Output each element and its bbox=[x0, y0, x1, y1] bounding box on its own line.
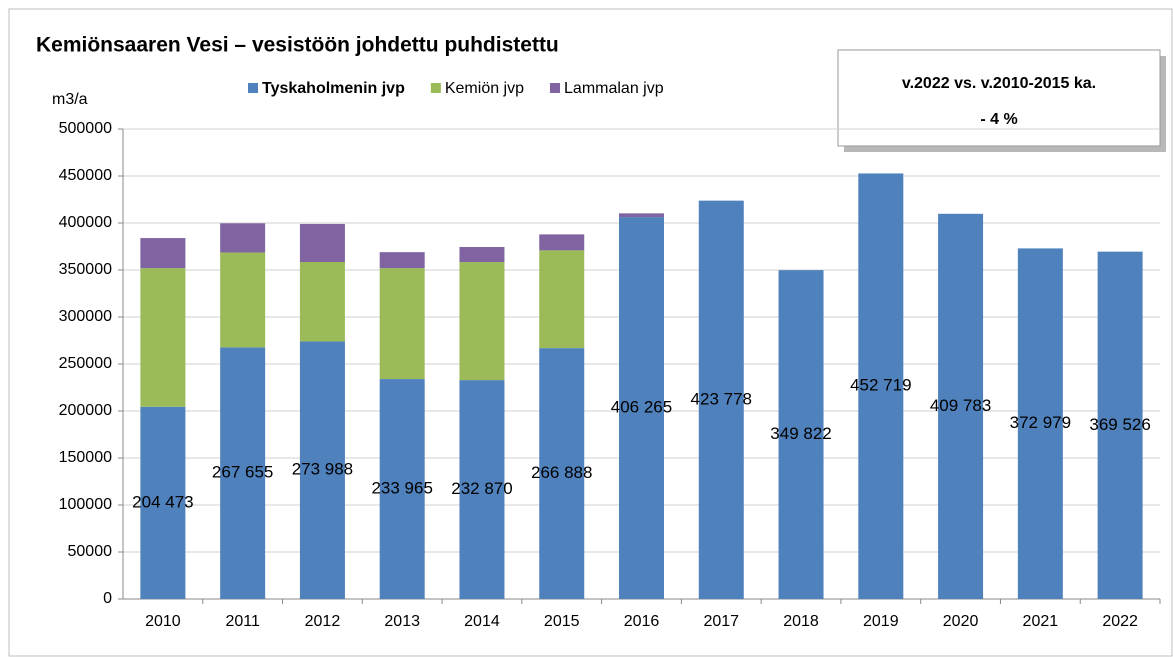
legend-swatch bbox=[430, 83, 441, 93]
data-label: 406 265 bbox=[611, 398, 672, 417]
bar bbox=[938, 213, 984, 599]
y-tick-label: 450000 bbox=[59, 167, 112, 184]
bar bbox=[459, 246, 505, 263]
y-tick-label: 400000 bbox=[59, 214, 112, 231]
bar bbox=[459, 262, 505, 381]
data-label: 369 526 bbox=[1089, 415, 1150, 434]
bar bbox=[220, 252, 266, 348]
x-tick-label: 2021 bbox=[1023, 613, 1059, 630]
bar bbox=[299, 262, 345, 342]
y-tick-label: 0 bbox=[103, 590, 112, 607]
bar bbox=[1097, 251, 1143, 599]
bar bbox=[140, 268, 186, 407]
y-tick-label: 200000 bbox=[59, 402, 112, 419]
chart-title: Kemiönsaaren Vesi – vesistöön johdettu p… bbox=[36, 34, 559, 57]
x-tick-label: 2020 bbox=[943, 613, 979, 630]
legend-label: Lammalan jvp bbox=[564, 80, 664, 97]
bar bbox=[299, 223, 345, 263]
bar bbox=[299, 341, 345, 599]
data-label: 204 473 bbox=[132, 492, 193, 511]
data-label: 423 778 bbox=[691, 389, 752, 408]
y-tick-label: 350000 bbox=[59, 261, 112, 278]
data-label: 372 979 bbox=[1010, 413, 1071, 432]
data-label: 349 822 bbox=[770, 424, 831, 443]
y-tick-label: 500000 bbox=[59, 120, 112, 137]
bar bbox=[379, 379, 425, 599]
data-label: 233 965 bbox=[371, 479, 432, 498]
data-label: 266 888 bbox=[531, 463, 592, 482]
data-label: 452 719 bbox=[850, 376, 911, 395]
legend-swatch bbox=[550, 83, 561, 93]
x-tick-label: 2018 bbox=[783, 613, 819, 630]
y-axis-label: m3/a bbox=[52, 91, 88, 108]
bar bbox=[379, 252, 425, 269]
x-tick-label: 2017 bbox=[703, 613, 739, 630]
x-tick-label: 2011 bbox=[225, 613, 260, 630]
y-tick-label: 300000 bbox=[59, 308, 112, 325]
x-tick-label: 2012 bbox=[305, 613, 341, 630]
bar bbox=[379, 268, 425, 380]
x-tick-label: 2013 bbox=[384, 613, 420, 630]
bar bbox=[220, 223, 266, 253]
data-label: 267 655 bbox=[212, 463, 273, 482]
legend-label: Tyskaholmenin jvp bbox=[262, 80, 405, 97]
x-tick-label: 2022 bbox=[1102, 613, 1138, 630]
x-tick-label: 2019 bbox=[863, 613, 899, 630]
x-tick-label: 2010 bbox=[145, 613, 181, 630]
legend-label: Kemiön jvp bbox=[445, 80, 524, 97]
bar bbox=[140, 406, 186, 599]
x-tick-label: 2014 bbox=[464, 613, 500, 630]
bar bbox=[619, 217, 664, 599]
y-tick-label: 100000 bbox=[59, 496, 112, 513]
y-tick-label: 50000 bbox=[68, 543, 113, 560]
y-tick-label: 150000 bbox=[59, 449, 112, 466]
bar bbox=[698, 200, 744, 599]
bar bbox=[459, 380, 505, 599]
bar bbox=[858, 173, 904, 599]
data-label: 232 870 bbox=[451, 479, 512, 498]
annotation: v.2022 vs. v.2010-2015 ka. bbox=[902, 75, 1096, 92]
bar bbox=[539, 250, 585, 349]
bar bbox=[619, 213, 664, 218]
bar bbox=[539, 234, 585, 251]
x-tick-label: 2016 bbox=[624, 613, 660, 630]
bar bbox=[539, 348, 585, 599]
x-tick-label: 2015 bbox=[544, 613, 580, 630]
annotation: - 4 % bbox=[980, 111, 1017, 128]
bar bbox=[778, 270, 824, 599]
annotation-box bbox=[837, 49, 1161, 147]
data-label: 409 783 bbox=[930, 396, 991, 415]
bar bbox=[1017, 248, 1063, 600]
bar bbox=[220, 347, 266, 599]
legend-swatch bbox=[248, 83, 258, 93]
data-label: 273 988 bbox=[292, 460, 353, 479]
y-tick-label: 250000 bbox=[59, 355, 112, 372]
bar bbox=[140, 238, 186, 269]
